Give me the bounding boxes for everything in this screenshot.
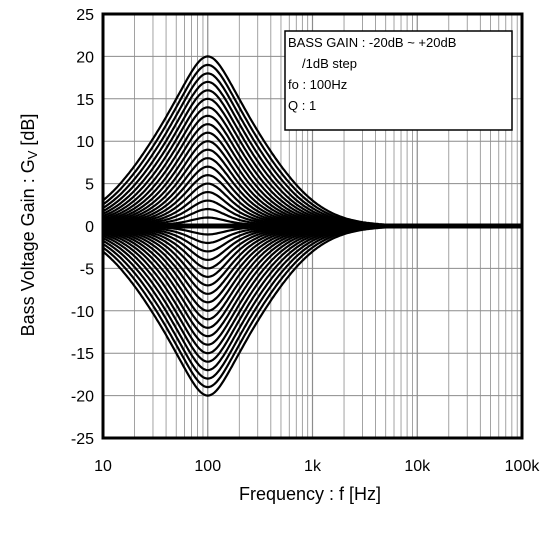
y-tick-label: 15 bbox=[76, 92, 94, 109]
y-tick-label: 25 bbox=[76, 7, 94, 24]
y-tick-labels: 25 20 15 10 5 0 -5 -10 -15 -20 -25 bbox=[71, 7, 94, 448]
y-axis-label-subscript: V bbox=[25, 150, 40, 159]
y-tick-label: 5 bbox=[85, 177, 94, 194]
x-tick-labels: 10 100 1k 10k 100k bbox=[94, 458, 540, 475]
legend-box: BASS GAIN : -20dB ~ +20dB /1dB step fo :… bbox=[284, 30, 513, 131]
legend-background bbox=[284, 30, 513, 131]
legend-line-step: /1dB step bbox=[302, 56, 357, 71]
y-tick-label: -5 bbox=[80, 261, 94, 278]
y-tick-label: 10 bbox=[76, 134, 94, 151]
legend-line-gain-range: BASS GAIN : -20dB ~ +20dB bbox=[288, 35, 456, 50]
x-tick-label: 100k bbox=[505, 458, 541, 475]
x-tick-label: 100 bbox=[194, 458, 221, 475]
y-axis-label-unit: [dB] bbox=[18, 114, 38, 151]
y-tick-label: -25 bbox=[71, 431, 94, 448]
y-tick-label: -20 bbox=[71, 389, 94, 406]
x-tick-label: 1k bbox=[304, 458, 322, 475]
x-tick-label: 10 bbox=[94, 458, 112, 475]
plot-frame bbox=[101, 12, 524, 440]
legend-line-q: Q : 1 bbox=[288, 98, 316, 113]
gain-curves bbox=[102, 55, 522, 397]
y-tick-label: 0 bbox=[85, 219, 94, 236]
y-axis-label: Bass Voltage Gain : GV [dB] bbox=[18, 114, 40, 337]
y-tick-label: -10 bbox=[71, 304, 94, 321]
y-tick-label: 20 bbox=[76, 49, 94, 66]
x-axis-label: Frequency : f [Hz] bbox=[239, 484, 381, 504]
y-tick-label: -15 bbox=[71, 346, 94, 363]
legend-line-center-frequency: fo : 100Hz bbox=[288, 77, 347, 92]
y-axis-label-main: Bass Voltage Gain : G bbox=[18, 159, 38, 336]
x-tick-label: 10k bbox=[404, 458, 431, 475]
